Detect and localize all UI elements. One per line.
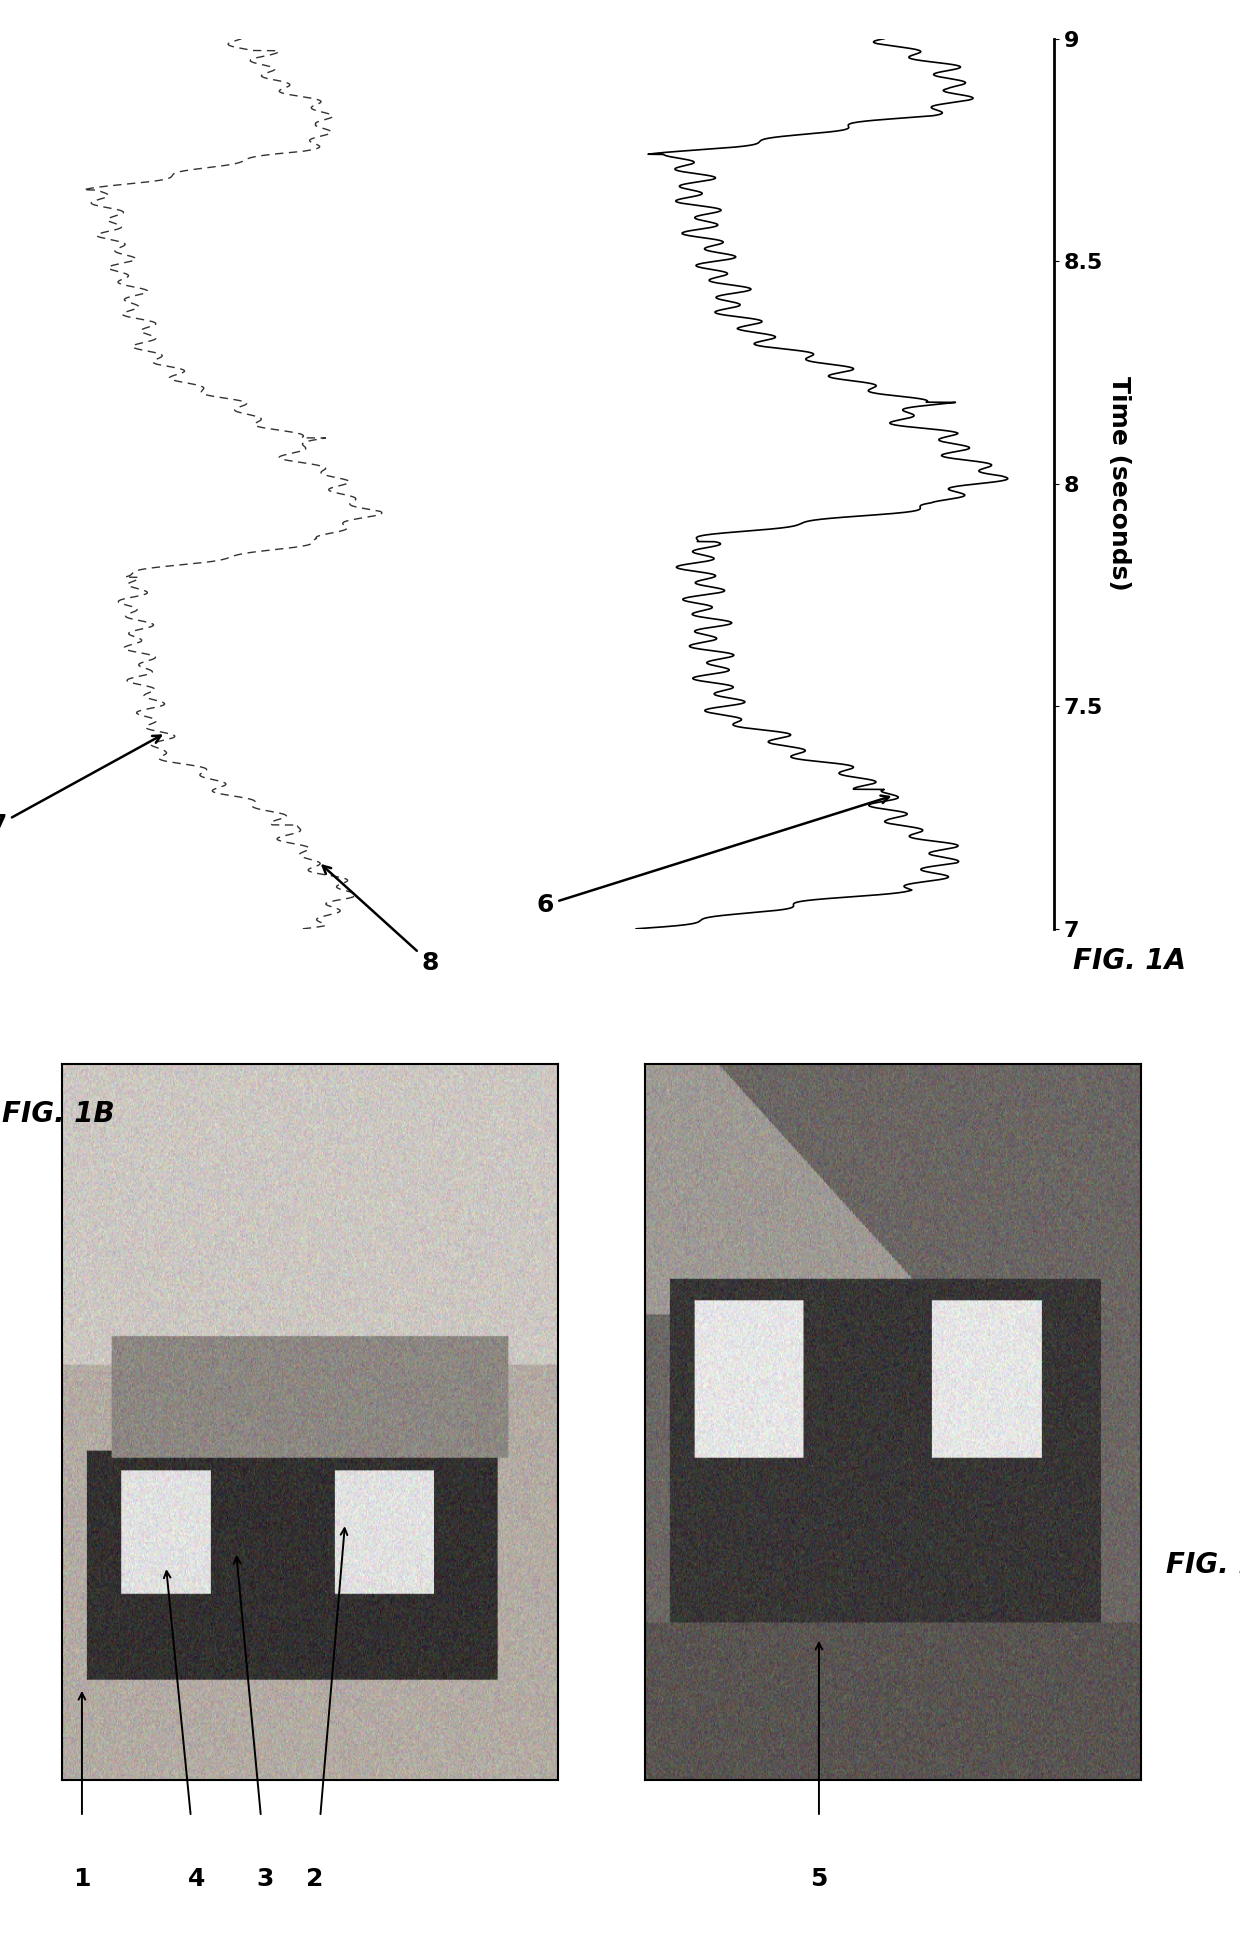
Text: FIG. 1C: FIG. 1C: [1166, 1552, 1240, 1579]
Text: 2: 2: [306, 1867, 324, 1890]
Text: FIG. 1A: FIG. 1A: [1073, 946, 1187, 975]
Text: 6: 6: [537, 795, 889, 917]
Text: FIG. 1B: FIG. 1B: [2, 1099, 115, 1128]
Text: 5: 5: [810, 1867, 827, 1890]
Text: 8: 8: [322, 865, 439, 975]
Text: 1: 1: [73, 1867, 91, 1890]
Y-axis label: Time (seconds): Time (seconds): [1107, 377, 1131, 590]
Text: 7: 7: [0, 735, 161, 838]
Text: 3: 3: [257, 1867, 274, 1890]
Text: 4: 4: [187, 1867, 205, 1890]
